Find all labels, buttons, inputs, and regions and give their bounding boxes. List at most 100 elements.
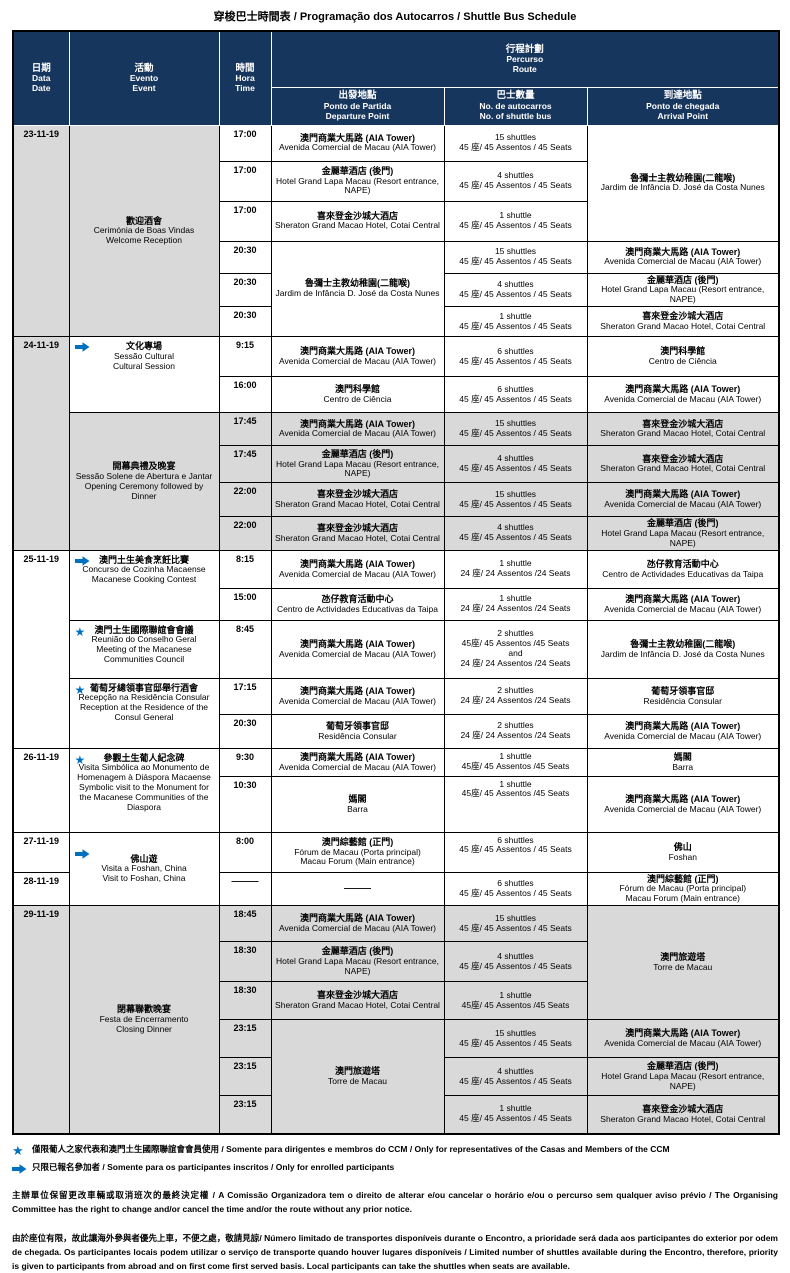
event-cell-cultural: 文化專場 Sessão Cultural Cultural Session [68, 336, 220, 414]
location-latin: Hotel Grand Lapa Macau (Resort entrance,… [601, 527, 765, 548]
time-cell: 17:45 [218, 412, 272, 447]
location-zh: 澳門商業大馬路 (AIA Tower) [300, 913, 415, 924]
event-zh: 葡萄牙總領事官邸舉行酒會 [89, 682, 198, 693]
location-latin: Centro de Actividades Educativas da Taip… [277, 603, 438, 614]
location-zh: 魯彌士主教幼稚園(二龍喉) [630, 172, 736, 183]
arrow-icon [74, 342, 90, 352]
shuttle-seats: 24 座/ 24 Assentos /24 Seats [460, 695, 571, 706]
location-latin: Avenida Comercial de Macau (AIA Tower) [278, 568, 436, 579]
location-zh: 金麗華酒店 (後門) [321, 448, 394, 459]
event-pt: Sessão Cultural [113, 350, 174, 361]
location-latin: Avenida Comercial de Macau (AIA Tower) [278, 695, 436, 706]
location-latin: Avenida Comercial de Macau (AIA Tower) [278, 355, 436, 366]
event-en: Cultural Session [113, 360, 175, 371]
header-date-en: Date [32, 82, 51, 93]
departure-cell: 魯彌士主教幼稚園(二龍喉) Jardim de Infância D. José… [270, 240, 445, 338]
shuttle-count: 15 shuttles [494, 246, 537, 257]
location-latin: Avenida Comercial de Macau (AIA Tower) [604, 803, 762, 814]
location-zh: 澳門科學館 [660, 346, 706, 357]
header-time-pt: Hora [235, 73, 255, 84]
location-latin: Avenida Comercial de Macau (AIA Tower) [278, 923, 436, 934]
location-latin: Fórum de Macau (Porta principal) [619, 883, 747, 894]
time-cell: 9:15 [218, 336, 272, 378]
shuttle-seats: 45 座/ 45 Assentos / 45 Seats [459, 1037, 572, 1048]
departure-cell: 喜來登金沙城大酒店 Sheraton Grand Macao Hotel, Co… [270, 516, 445, 551]
header-departure-pt: Ponto de Partida [323, 100, 392, 111]
star-icon: ★ [74, 624, 86, 639]
event-zh: 澳門土生國際聯誼會會議 [94, 624, 194, 635]
shuttle-seats: 45 座/ 45 Assentos / 45 Seats [459, 256, 572, 266]
arrival-cell: 金麗華酒店 (後門) Hotel Grand Lapa Macau (Resor… [586, 272, 780, 308]
location-latin: Sheraton Grand Macao Hotel, Cotai Centra… [600, 320, 766, 331]
event-en: Meeting of the Macanese Communities Coun… [96, 644, 192, 665]
shuttle-count: 4 shuttles [497, 453, 534, 464]
location-zh: 喜來登金沙城大酒店 [642, 311, 724, 322]
location-zh: 金麗華酒店 (後門) [647, 518, 719, 529]
time-cell: 22:00 [218, 482, 272, 518]
location-zh: 喜來登金沙城大酒店 [316, 489, 398, 500]
event-cell-foshan: 佛山遊 Visita a Foshan, China Visit to Fosh… [68, 831, 220, 907]
shuttle-seats: 45 座/ 45 Assentos / 45 Seats [459, 922, 572, 933]
location-latin: Avenida Comercial de Macau (AIA Tower) [278, 648, 436, 659]
header-route-pt: Percurso [506, 54, 544, 65]
header-arrival-zh: 到達地點 [663, 90, 702, 102]
location-latin: Avenida Comercial de Macau (AIA Tower) [278, 761, 436, 772]
shuttle-seats: 45 座/ 45 Assentos / 45 Seats [459, 428, 572, 439]
arrival-cell: 氹仔教育活動中心 Centro de Actividades Educativa… [586, 549, 780, 589]
departure-cell: 媽閣 Barra [270, 775, 445, 833]
shuttle-cell: 1 shuttle 45座/ 45 Assentos /45 Seats [443, 981, 588, 1021]
location-zh: 澳門旅遊塔 [334, 1065, 380, 1076]
shuttle-seats: 45座/ 45 Assentos /45 Seats [461, 638, 570, 649]
header-event-en: Event [132, 82, 156, 93]
location-zh: 澳門商業大馬路 (AIA Tower) [625, 1028, 741, 1039]
time-cell: ——— [218, 871, 272, 907]
location-zh: 媽閣 [673, 751, 692, 762]
location-latin: Sheraton Grand Macao Hotel, Cotai Centra… [600, 463, 766, 474]
location-zh: 澳門綜藝館 (正門) [321, 836, 394, 847]
shuttle-count: 15 shuttles [494, 132, 537, 143]
location-zh: 澳門商業大馬路 (AIA Tower) [300, 685, 415, 696]
time-cell: 23:15 [218, 1057, 272, 1097]
location-zh: 金麗華酒店 (後門) [321, 946, 394, 957]
location-zh: 澳門綜藝館 (正門) [647, 873, 719, 884]
event-pt: Recepção na Residência Consular [78, 692, 210, 703]
location-latin: Avenida Comercial de Macau (AIA Tower) [604, 393, 762, 404]
location-zh: 金麗華酒店 (後門) [647, 274, 719, 285]
arrival-cell: 澳門商業大馬路 (AIA Tower) Avenida Comercial de… [586, 775, 780, 833]
arrival-cell: 喜來登金沙城大酒店 Sheraton Grand Macao Hotel, Co… [586, 1095, 780, 1135]
time-cell: 22:00 [218, 516, 272, 551]
date-cell: 26-11-19 [12, 747, 70, 833]
departure-cell: 氹仔教育活動中心 Centro de Actividades Educativa… [270, 587, 445, 621]
shuttle-seats: 45 座/ 45 Assentos / 45 Seats [459, 180, 572, 190]
location-zh: 澳門商業大馬路 (AIA Tower) [625, 489, 741, 500]
shuttle-seats: 45座/ 45 Assentos /45 Seats [461, 999, 570, 1010]
event-en: Visit to Foshan, China [102, 873, 186, 884]
header-shuttles: 巴士數量 No. de autocarros No. of shuttle bu… [443, 86, 588, 126]
location-latin: Foshan [668, 851, 697, 862]
arrival-cell: 澳門商業大馬路 (AIA Tower) Avenida Comercial de… [586, 240, 780, 274]
header-arrival: 到達地點 Ponto de chegada Arrival Point [586, 86, 780, 126]
event-en: Closing Dinner [116, 1023, 172, 1034]
event-pt: Visita a Foshan, China [101, 863, 187, 874]
location-latin: Avenida Comercial de Macau (AIA Tower) [604, 1038, 762, 1049]
shuttle-count: 4 shuttles [497, 950, 534, 961]
location-latin: Torre de Macau [653, 962, 713, 973]
shuttle-seats: 45 座/ 45 Assentos / 45 Seats [459, 887, 572, 898]
event-zh: 閉幕聯歡晚宴 [116, 1004, 171, 1015]
header-departure-zh: 出發地點 [338, 90, 377, 102]
location-latin: Centro de Ciência [323, 393, 392, 404]
arrival-cell: 佛山 Foshan [586, 831, 780, 873]
location-latin: Jardim de Infância D. José da Costa Nune… [600, 182, 765, 193]
shuttle-count: 2 shuttles [497, 720, 534, 731]
location-zh: 金麗華酒店 (後門) [647, 1061, 719, 1072]
event-cell-welcome: 歡迎酒會 Cerimónia de Boas Vindas Welcome Re… [68, 124, 220, 338]
event-cell-monument: ★ 參觀土生葡人紀念碑 Visita Simbólica ao Monument… [68, 747, 220, 833]
location-zh: 葡萄牙領事官邸 [325, 720, 389, 731]
departure-cell: 喜來登金沙城大酒店 Sheraton Grand Macao Hotel, Co… [270, 482, 445, 518]
location-zh: 喜來登金沙城大酒店 [316, 210, 398, 221]
shuttle-seats: 45 座/ 45 Assentos / 45 Seats [459, 463, 572, 474]
arrival-cell: 魯彌士主教幼稚園(二龍喉) Jardim de Infância D. José… [586, 124, 780, 242]
shuttle-cell: 15 shuttles 45 座/ 45 Assentos / 45 Seats [443, 412, 588, 447]
location-latin: Sheraton Grand Macao Hotel, Cotai Centra… [275, 1000, 440, 1011]
shuttle-count: 15 shuttles [494, 418, 537, 429]
